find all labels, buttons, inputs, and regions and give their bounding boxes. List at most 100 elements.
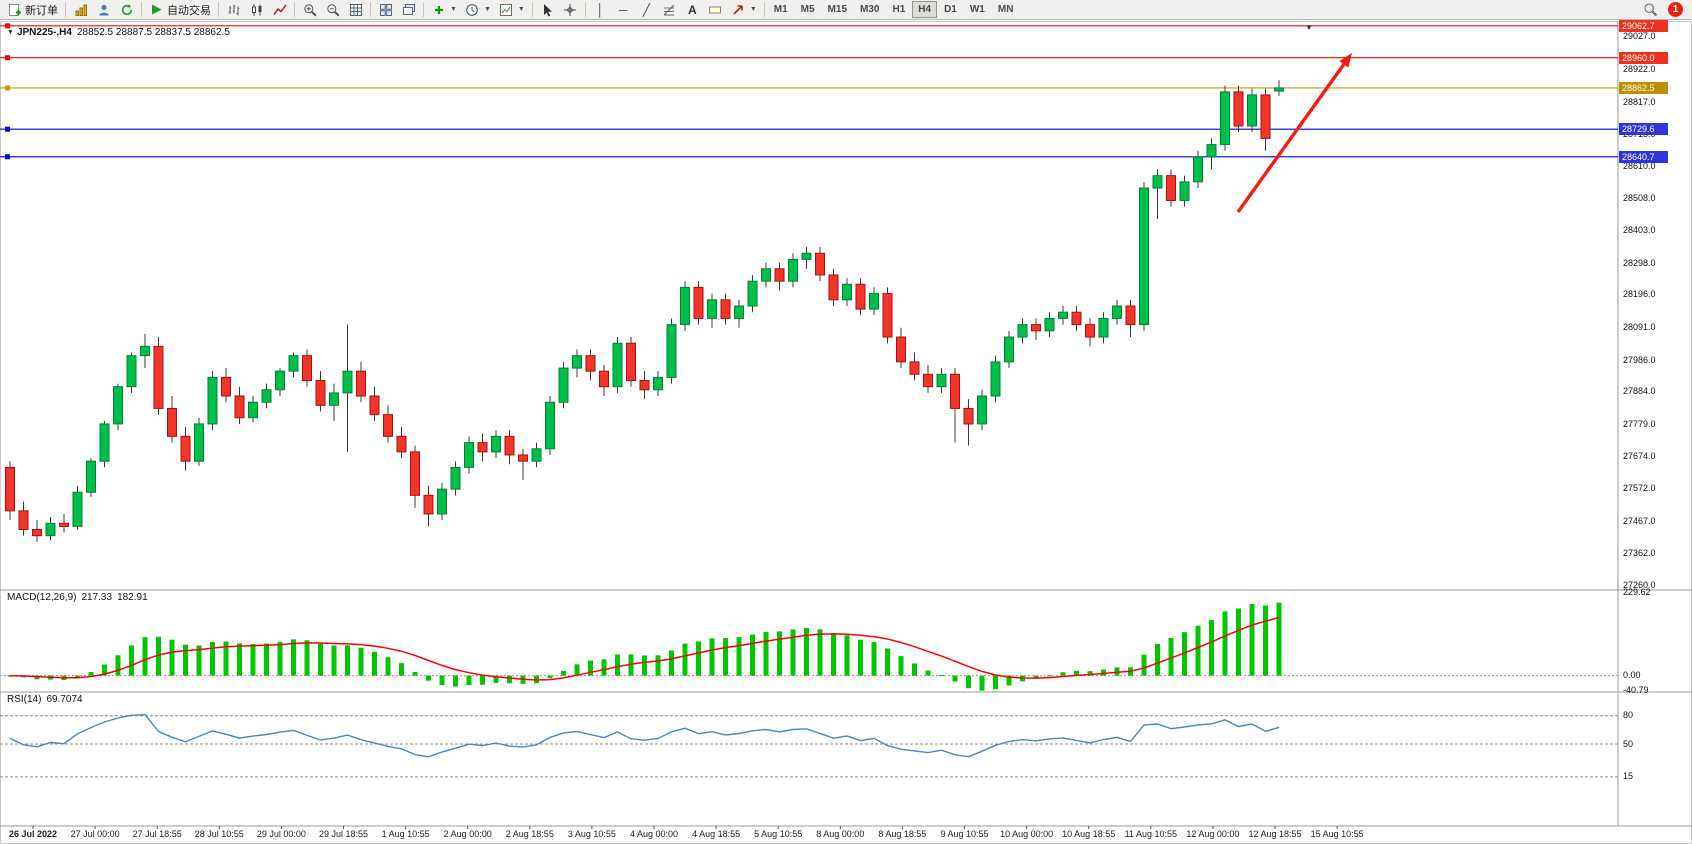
timeframe-button-M15[interactable]: M15 [821,1,854,18]
timeframe-button-M30[interactable]: M30 [854,1,886,18]
candle [369,386,380,421]
timeframe-button-H1[interactable]: H1 [886,1,912,18]
candle [531,442,542,468]
grid-icon [348,2,363,17]
candle [828,268,839,306]
time-axis-label: 2 Aug 18:55 [505,829,554,839]
timeframe-button-H4[interactable]: H4 [912,1,938,18]
auto-trading-label: 自动交易 [167,4,211,17]
horizontal-level-lines[interactable] [0,23,1618,160]
price-axis-label: 27884.0 [1623,386,1656,397]
candle [1017,318,1028,344]
horizontal-line-tool-button[interactable]: ─ [612,1,635,19]
candle [396,427,407,459]
trendline-tool-button[interactable]: ╱ [635,1,658,19]
refresh-icon [119,2,134,17]
candle [1098,312,1109,344]
periods-button[interactable]: ▼ [461,1,495,19]
toolbar-separator [218,2,219,17]
zoom-out-button[interactable] [321,1,344,19]
crosshair-button[interactable] [559,1,582,19]
label-tool-button[interactable] [704,1,727,19]
level-handle[interactable] [5,85,10,91]
candle [1152,169,1163,220]
candlestick-button[interactable] [245,1,268,19]
candle [815,247,825,282]
search-icon [1643,2,1658,17]
candle [126,352,137,393]
timeframe-button-W1[interactable]: W1 [963,1,991,18]
candle [248,396,258,423]
bar-chart-button[interactable] [222,1,245,19]
trendline-icon: ╱ [642,2,650,17]
time-axis-label: 12 Aug 18:55 [1248,829,1302,839]
line-chart-button[interactable] [268,1,291,19]
level-handle[interactable] [5,55,10,61]
price-axis-label: 28403.0 [1623,225,1656,236]
cascade-windows-button[interactable] [397,1,420,19]
timeframe-button-M1[interactable]: M1 [767,1,794,18]
candle [423,486,434,527]
templates-button[interactable]: ▼ [495,1,529,19]
candle [1031,318,1041,341]
add-indicator-button[interactable]: ▼ [427,1,461,19]
price-axis-label: 28817.0 [1623,96,1656,107]
price-axis-label: 28298.0 [1623,257,1656,268]
chart-symbol-label: ▼ JPN225-,H4 28852.5 28887.5 28837.5 28862… [7,27,230,38]
symbol-period-text: JPN225-,H4 [16,27,72,38]
refresh-button[interactable] [115,1,138,19]
timeframe-button-D1[interactable]: D1 [938,1,963,18]
candle [5,461,15,521]
zoom-in-button[interactable] [298,1,321,19]
profiles-button[interactable] [92,1,115,19]
toolbar-separator [763,2,765,17]
vertical-line-icon: │ [596,2,605,17]
arrows-tool-button[interactable]: ▼ [727,1,761,19]
candlestick-icon [249,2,264,17]
time-axis-label: 1 Aug 10:55 [381,829,430,839]
macd-histogram [7,602,1282,691]
level-handle[interactable] [5,126,10,132]
bar-chart-icon [226,2,241,17]
macd-axis-label: 0.00 [1623,670,1641,681]
toolbar-separator [370,2,371,17]
macd-signal-line [9,616,1280,681]
candle [1274,80,1284,96]
new-order-button[interactable]: 新订单 [3,1,62,19]
timeframe-button-MN[interactable]: MN [991,1,1020,18]
candle [761,262,771,288]
candle [855,278,866,316]
candle [1206,138,1217,170]
time-axis-label: 10 Aug 00:00 [1000,829,1054,839]
cursor-button[interactable] [536,1,559,19]
level-handle[interactable] [5,23,10,29]
text-tool-button[interactable]: A [681,1,704,19]
candle [153,337,164,415]
search-button[interactable] [1639,1,1662,19]
candle [383,405,393,443]
crosshair-icon [563,2,578,17]
level-handle[interactable] [5,154,10,160]
add-indicator-icon [431,2,446,17]
vertical-line-tool-button[interactable]: │ [589,1,612,19]
new-order-icon [7,2,22,17]
candle [896,327,906,369]
chart-collapse-icon: ▼ [7,29,14,36]
price-axis-label: 27467.0 [1623,515,1656,526]
candle [666,318,677,384]
notification-badge[interactable]: 1 [1668,2,1683,17]
rsi-name: RSI(14) [7,694,42,705]
auto-trading-button[interactable]: 自动交易 [145,1,215,19]
candle [477,433,488,462]
trend-arrow[interactable] [1236,53,1352,213]
timeframe-button-M5[interactable]: M5 [794,1,821,18]
candle [59,513,69,533]
indicators-list-button[interactable] [344,1,367,19]
candle [747,274,758,313]
fibonacci-tool-button[interactable] [658,1,681,19]
charts-button[interactable] [69,1,92,19]
toolbar-separator [531,2,533,17]
candle [518,448,528,480]
tile-windows-button[interactable] [374,1,397,19]
